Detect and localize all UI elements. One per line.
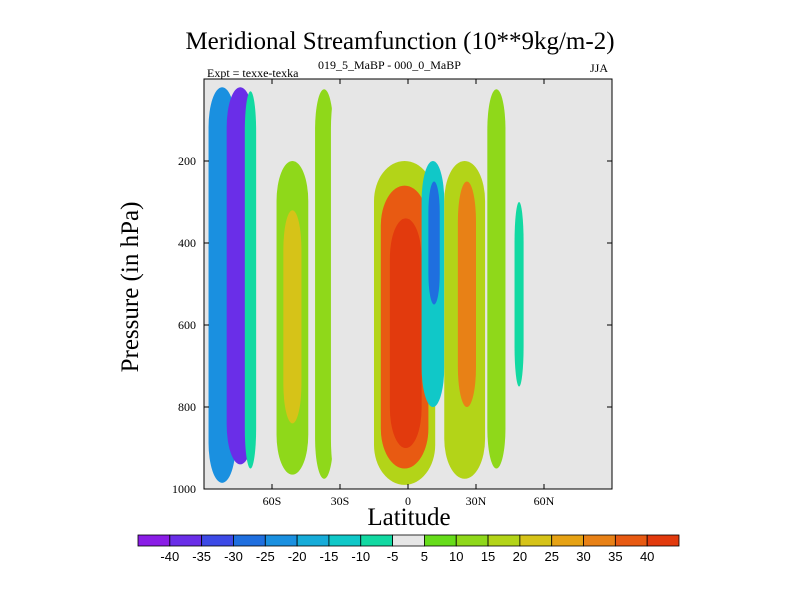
colorbar-label: -15 xyxy=(320,549,339,564)
x-tick-label: 30S xyxy=(331,494,350,508)
colorbar-box xyxy=(137,534,171,547)
colorbar-label: 35 xyxy=(608,549,622,564)
colorbar-label: -5 xyxy=(387,549,399,564)
colorbar-label: 10 xyxy=(449,549,463,564)
colorbar-box xyxy=(201,534,234,547)
y-tick-label: 1000 xyxy=(172,482,196,496)
contour-band-15 xyxy=(514,202,524,387)
colorbar-box xyxy=(328,534,362,547)
contour-band-4 xyxy=(283,210,302,424)
colorbar-box xyxy=(551,534,584,547)
colorbar-box xyxy=(233,534,266,547)
colorbar-box xyxy=(424,534,457,547)
colorbar-label: -35 xyxy=(192,549,211,564)
y-tick-label: 400 xyxy=(178,236,196,250)
colorbar-box xyxy=(583,534,616,547)
colorbar-label: -40 xyxy=(160,549,179,564)
y-tick-label: 200 xyxy=(178,154,196,168)
contour-band-14 xyxy=(487,89,506,469)
contour-band-16 xyxy=(562,238,569,399)
colorbar-label: 20 xyxy=(513,549,527,564)
colorbar-box xyxy=(519,534,553,547)
season-label: JJA xyxy=(590,61,609,75)
y-axis: 200 400 600 800 1000 xyxy=(172,154,612,496)
contour-band-6 xyxy=(330,89,345,479)
colorbar-label: 25 xyxy=(544,549,558,564)
colorbar-label: -30 xyxy=(224,549,243,564)
colorbar-box xyxy=(169,534,203,547)
y-tick-label: 800 xyxy=(178,400,196,414)
colorbar-box xyxy=(360,534,393,547)
contour-band-9 xyxy=(389,218,422,448)
colorbar-box xyxy=(487,534,521,547)
colorbar-box xyxy=(264,534,298,547)
x-tick-label: 60S xyxy=(263,494,282,508)
colorbar-label: -25 xyxy=(256,549,275,564)
colorbar-label: 40 xyxy=(640,549,654,564)
x-axis: 60S 30S 0 30N 60N xyxy=(263,79,555,508)
colorbar-label: 15 xyxy=(481,549,495,564)
x-tick-label: 30N xyxy=(466,494,487,508)
y-tick-label: 600 xyxy=(178,318,196,332)
colorbar-label: 30 xyxy=(576,549,590,564)
colorbar-box xyxy=(614,534,648,547)
colorbar: -40 -35 -30 -25 -20 -15 -10 -5 5 10 15 20 25 30 35 40 xyxy=(137,534,680,564)
colorbar-box xyxy=(646,534,680,547)
experiment-label: Expt = texxe-texka xyxy=(207,66,299,80)
x-tick-label: 60N xyxy=(534,494,555,508)
colorbar-label: -20 xyxy=(288,549,307,564)
x-axis-label: Latitude xyxy=(367,504,451,531)
chart-title: Meridional Streamfunction (10**9kg/m-2) xyxy=(185,28,615,55)
colorbar-box xyxy=(296,534,330,547)
colorbar-label: 5 xyxy=(421,549,428,564)
contour-band-11 xyxy=(428,181,440,305)
contour-field xyxy=(208,87,569,485)
colorbar-box xyxy=(455,534,489,547)
colorbar-box xyxy=(392,534,425,547)
contour-band-2 xyxy=(244,91,257,469)
colorbar-label: -10 xyxy=(351,549,370,564)
contour-band-13 xyxy=(457,181,476,407)
chart-subtitle: 019_5_MaBP - 000_0_MaBP xyxy=(318,58,461,72)
x-tick-label: 0 xyxy=(405,494,411,508)
contour-band-5 xyxy=(315,89,334,479)
